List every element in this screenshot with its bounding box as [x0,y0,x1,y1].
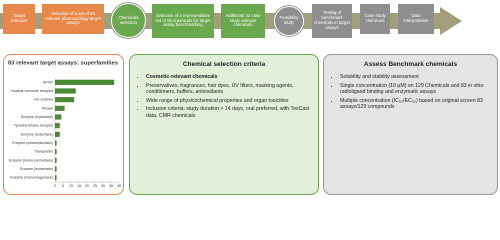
x-tick-label: 5 [62,184,64,188]
x-tick-label: 15 [77,184,81,188]
x-tick-label: 0 [54,184,56,188]
criterion: Cosmetic-relevant chemicals [146,74,310,81]
flow-step: Target selection [3,4,35,34]
y-tick-label: Enzyme (reductase) [21,132,53,136]
x-tick-label: 40 [117,184,121,188]
assays-panel: 83 relevant target assays: superfamilies… [3,54,124,195]
x-tick-label: 10 [69,184,73,188]
flow-step: Testing of benchmark chemicals in target… [312,4,352,38]
diagram: Target selection Selection of a set of 83… [0,0,500,197]
bar [55,175,57,181]
bar [55,97,75,103]
flow-step: Selection of a representative set of 96 … [152,4,214,38]
criteria-panel: Chemical selection criteria Cosmetic-rel… [129,54,319,195]
x-tick-label: 35 [109,184,113,188]
criteria-list: Cosmetic-relevant chemicals Preservatives… [138,74,310,119]
criteria-title: Chemical selection criteria [182,61,266,68]
criterion: Wide range of physicochemical properties… [146,98,310,105]
flow-step: Data interpretation [398,4,434,34]
bar [55,123,60,129]
y-tick-label: Enzyme (monooxygenase) [10,176,53,180]
assess-item: Solubility and stability assessment [340,74,489,81]
flow-step: Selection of a set of 83 relevant pharma… [42,4,104,34]
x-tick-label: 25 [93,184,97,188]
flow-step: Chemicals selection [111,3,146,38]
assess-title: Assess Benchmark chemicals [363,61,458,68]
bar [55,157,57,163]
assess-item: Single concentration (10 μM) on 129 Chem… [340,83,489,96]
criterion: Preservatives, fragrances, hair dyes, UV… [146,83,310,96]
y-tick-label: Enzyme (oxidoreductase) [12,141,53,145]
criterion: Inclusion criteria: study duration > 14 … [146,106,310,119]
bar [55,140,57,146]
y-tick-label: Enzyme (isomerase) [20,167,53,171]
y-tick-label: Kinase [42,106,53,110]
chart: 83 relevant target assays: superfamilies… [8,61,121,188]
assess-list: Solubility and stability assessment Singl… [332,74,489,111]
assess-item: Multiple concentration (IC₅₀/EC₅₀) based… [340,98,489,111]
y-tick-label: Enzyme (heme peroxidase) [9,158,53,162]
assess-panel: Assess Benchmark chemicals Solubility an… [323,54,498,195]
flow-step: Case study chemicals [360,4,390,34]
bar [55,79,115,85]
bar [55,114,62,120]
y-tick-label: Tyrosine kinase receptor [14,124,54,128]
y-tick-label: Enzyme (hydrolase) [21,115,53,119]
x-tick-label: 20 [85,184,89,188]
bar [55,105,65,111]
y-tick-label: Transporter [35,150,54,154]
y-tick-label: GPCR [43,80,54,84]
y-tick-label: Nuclear hormone receptor [11,89,54,93]
x-tick-label: 30 [101,184,105,188]
bar [55,88,76,94]
bar [55,149,57,155]
flow-step: Feasibility study [274,6,304,36]
chart-title: 83 relevant target assays: superfamilies [8,61,118,67]
bar [55,166,57,172]
flow-step: Additional 32 case study relevant chemic… [221,4,265,38]
bar [55,131,60,137]
y-tick-label: Ion channel [34,98,53,102]
